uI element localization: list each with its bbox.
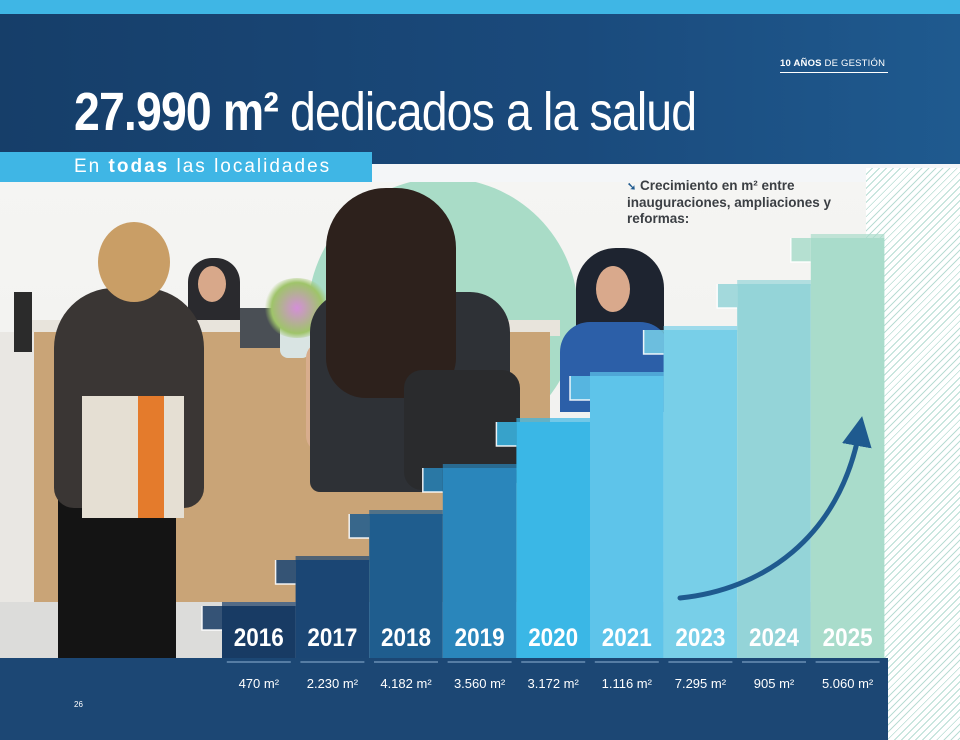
bar-2016 — [222, 606, 296, 658]
step-edge-2025 — [790, 238, 811, 263]
subtitle: En todas las localidades — [74, 156, 332, 177]
year-label-2025: 2025 — [823, 624, 873, 652]
value-label-2021: 1.116 m² — [602, 676, 653, 691]
step-riser-2020 — [496, 422, 517, 446]
step-riser-2023 — [643, 330, 664, 354]
step-tread-2025 — [810, 234, 885, 240]
step-edge-2020 — [495, 422, 517, 447]
footer-band — [0, 658, 888, 740]
year-label-2017: 2017 — [307, 624, 357, 652]
step-tread-2018 — [369, 510, 443, 516]
bar-2020 — [516, 422, 590, 658]
bar-2018 — [369, 514, 443, 658]
subtitle-band — [0, 152, 372, 182]
step-tread-2021 — [590, 372, 664, 378]
value-label-2019: 3.560 m² — [454, 676, 506, 691]
step-edge-2017 — [274, 560, 296, 585]
step-edge-2019 — [422, 468, 443, 493]
value-label-2017: 2.230 m² — [307, 676, 359, 691]
step-edge-2016 — [201, 606, 222, 631]
bar-2017 — [295, 560, 370, 658]
step-riser-2016 — [202, 606, 222, 630]
value-label-2016: 470 m² — [239, 676, 280, 691]
header-band — [0, 14, 960, 164]
value-label-2025: 5.060 m² — [822, 676, 874, 691]
step-tread-2017 — [295, 556, 370, 562]
step-edge-2023 — [642, 330, 664, 355]
top-accent-strip — [0, 0, 960, 14]
page-number: 26 — [74, 700, 83, 709]
step-tread-2016 — [222, 602, 296, 608]
step-tread-2019 — [442, 464, 517, 470]
value-label-2024: 905 m² — [754, 676, 795, 691]
step-riser-2019 — [422, 468, 443, 492]
step-edge-2024 — [716, 284, 738, 309]
step-riser-2024 — [717, 284, 738, 308]
chart-caption-text: Crecimiento en m² entre inauguraciones, … — [627, 178, 832, 226]
growth-arrow-icon — [677, 416, 872, 601]
arrow-icon: ➘ — [627, 181, 637, 193]
page-title: 27.990 m² dedicados a la salud — [74, 82, 697, 142]
year-label-2023: 2023 — [675, 624, 725, 652]
year-label-2019: 2019 — [455, 624, 505, 652]
year-label-2020: 2020 — [528, 624, 578, 652]
bar-2021 — [590, 376, 664, 658]
year-label-2016: 2016 — [234, 624, 284, 652]
value-label-2023: 7.295 m² — [675, 676, 727, 691]
step-riser-2017 — [275, 560, 296, 584]
step-riser-2021 — [570, 376, 590, 400]
year-label-2021: 2021 — [602, 624, 652, 652]
chart-caption: ➘ Crecimiento en m² entre inauguraciones… — [627, 178, 857, 227]
value-label-2018: 4.182 m² — [380, 676, 432, 691]
bar-2019 — [442, 468, 517, 658]
bar-2023 — [663, 330, 738, 658]
step-tread-2023 — [663, 326, 738, 332]
headline-text: dedicados a la salud — [290, 82, 697, 142]
chart-labels: 2016 470 m² 2017 2.230 m² 2018 4.182 m² 2019 3.… — [226, 624, 880, 691]
step-edge-2018 — [348, 514, 370, 539]
headline-figure: 27.990 m² — [74, 82, 279, 142]
chart-bars — [201, 234, 885, 658]
year-label-2018: 2018 — [381, 624, 431, 652]
step-riser-2025 — [790, 238, 811, 262]
step-riser-2018 — [349, 514, 370, 538]
value-label-2020: 3.172 m² — [528, 676, 580, 691]
step-tread-2020 — [516, 418, 590, 424]
step-tread-2024 — [737, 280, 811, 286]
step-edge-2021 — [569, 376, 590, 401]
year-label-2024: 2024 — [749, 624, 799, 652]
section-kicker: 10 AÑOS DE GESTIÓN — [780, 58, 888, 73]
bar-2025 — [810, 238, 885, 658]
bar-2024 — [737, 284, 811, 658]
